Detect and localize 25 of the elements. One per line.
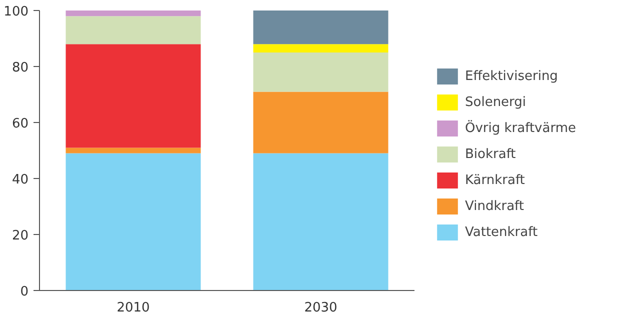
bar [253, 52, 388, 92]
bar [66, 16, 201, 44]
y-tick-label: 80 [12, 60, 29, 76]
y-tick-label: 60 [12, 116, 29, 132]
legend-label: Effektivisering [465, 68, 558, 84]
bar [66, 44, 201, 148]
legend-label: Vindkraft [465, 198, 524, 214]
bar [253, 92, 388, 154]
bar [253, 44, 388, 52]
y-tick-label: 100 [4, 4, 29, 20]
x-tick-label: 2030 [304, 300, 338, 316]
y-tick-label: 0 [20, 284, 29, 300]
x-tick-label: 2010 [116, 300, 150, 316]
y-tick-label: 40 [12, 172, 29, 188]
legend-label: Övrig kraftvärme [465, 120, 576, 136]
bar [66, 148, 201, 154]
bar [253, 10, 388, 44]
legend-label: Vattenkraft [465, 224, 538, 240]
bar [66, 153, 201, 290]
bar [253, 153, 388, 290]
legend-label: Solenergi [465, 94, 526, 110]
legend-label: Kärnkraft [465, 172, 525, 188]
bar [66, 10, 201, 16]
legend-label: Biokraft [465, 146, 516, 162]
y-tick-label: 20 [12, 228, 29, 244]
